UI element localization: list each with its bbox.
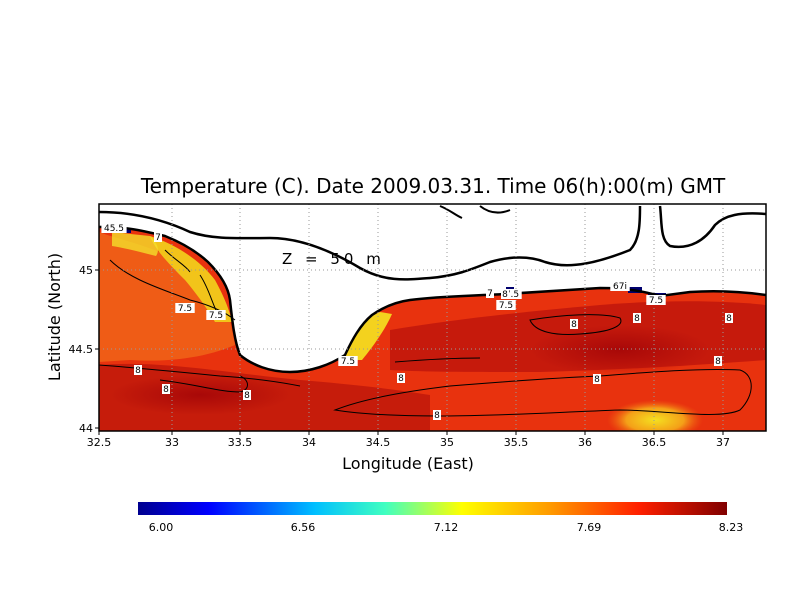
contour-label-box: [433, 410, 441, 420]
contour-label-box: [610, 281, 630, 291]
contour-label-box: [243, 390, 251, 400]
contour-label: 8: [398, 374, 404, 384]
x-tick-label: 33: [165, 436, 179, 449]
contour-label-box: [162, 384, 170, 394]
contour-label-box: [154, 232, 162, 242]
coastline-kerch: [439, 205, 463, 219]
x-tick-label: 33.5: [228, 436, 253, 449]
contour-label: 8: [502, 290, 508, 300]
contour-label: 8: [571, 320, 577, 330]
contour-label-box: [338, 356, 358, 366]
x-tick-label: 37: [716, 436, 730, 449]
y-tick-label: 44: [79, 422, 93, 435]
contour-label-box: [134, 365, 142, 375]
coastline-north: [99, 205, 642, 281]
colorbar-tick-label: 7.12: [434, 521, 459, 534]
contour-lines: [99, 249, 752, 417]
y-axis-label: Latitude (North): [45, 253, 64, 381]
depth-annotation: Z = 50 m: [282, 250, 385, 268]
contour-label-box: [714, 356, 722, 366]
y-tick-label: 45: [79, 264, 93, 277]
contour-label-box: [501, 289, 509, 299]
contour-label: 7.5: [341, 357, 355, 367]
contour-label-box: [397, 373, 405, 383]
y-tick-label: 44.5: [69, 343, 94, 356]
x-tick-label: 36.5: [642, 436, 667, 449]
sea-cool-spot-se: [607, 400, 703, 431]
contour-label-box: [570, 319, 578, 329]
x-tick-label: 35.5: [504, 436, 529, 449]
contour-label-box: [206, 310, 226, 320]
contour-label: 7.5: [649, 296, 663, 306]
sea-yellow-west-2: [112, 232, 158, 256]
coastline-island: [479, 205, 511, 214]
contour-label-box: [633, 313, 641, 323]
contour-label: 7: [487, 289, 493, 299]
contour-label: 7.5: [178, 304, 192, 314]
land-crimea: [99, 204, 766, 372]
colorbar-tick-label: 6.00: [149, 521, 174, 534]
contour-label-box: [593, 374, 601, 384]
contour-label: 8: [715, 357, 721, 367]
x-tick-label: 34: [302, 436, 316, 449]
colorbar: [138, 502, 727, 515]
coastline-ne: [658, 205, 766, 249]
contour-label-box: [101, 223, 127, 233]
sea-yellow-central: [340, 312, 392, 360]
contour-label: 7: [155, 233, 161, 243]
sea-warm-spot-2: [110, 375, 290, 415]
sea-cool-west: [99, 232, 235, 362]
x-axis-label: Longitude (East): [342, 454, 474, 473]
plot-title: Temperature (C). Date 2009.03.31. Time 0…: [140, 174, 726, 198]
contour-label: 7.5: [505, 290, 519, 300]
coastline: [99, 225, 766, 374]
x-tick-label: 34.5: [366, 436, 391, 449]
colorbar-tick-label: 6.56: [291, 521, 316, 534]
x-tick-label: 35: [440, 436, 454, 449]
contour-label-box: [502, 289, 522, 299]
contour-label: 45.5: [104, 224, 124, 234]
sea-warm-spot: [530, 325, 710, 375]
x-ticks: 32.5 33 33.5 34 34.5 35 35.5 36 36.5 37: [87, 431, 730, 449]
contour-label: 8: [244, 391, 250, 401]
contour-label: 67i: [613, 282, 627, 292]
contour-label-box: [496, 300, 516, 310]
contour-label-box: [725, 313, 733, 323]
contour-label: 8: [726, 314, 732, 324]
contour-label: 8: [634, 314, 640, 324]
colorbar-tick-label: 7.69: [577, 521, 602, 534]
x-tick-label: 32.5: [87, 436, 112, 449]
colorbar-tick-label: 8.23: [719, 521, 744, 534]
x-tick-label: 36: [578, 436, 592, 449]
contour-label-box: [175, 303, 195, 313]
plot-frame: [98, 203, 767, 432]
contour-label: 8: [594, 375, 600, 385]
contour-label-box: [486, 288, 494, 298]
contour-label-box: [646, 295, 666, 305]
map-area: [99, 204, 766, 431]
contour-label: 8: [135, 366, 141, 376]
contour-label: 7.5: [209, 311, 223, 321]
contour-label: 8: [163, 385, 169, 395]
contour-label: 7.5: [499, 301, 513, 311]
colorbar-ticks: 6.00 6.56 7.12 7.69 8.23: [149, 521, 744, 534]
contour-label: 8: [434, 411, 440, 421]
y-ticks: 45 44.5 44: [69, 264, 99, 435]
